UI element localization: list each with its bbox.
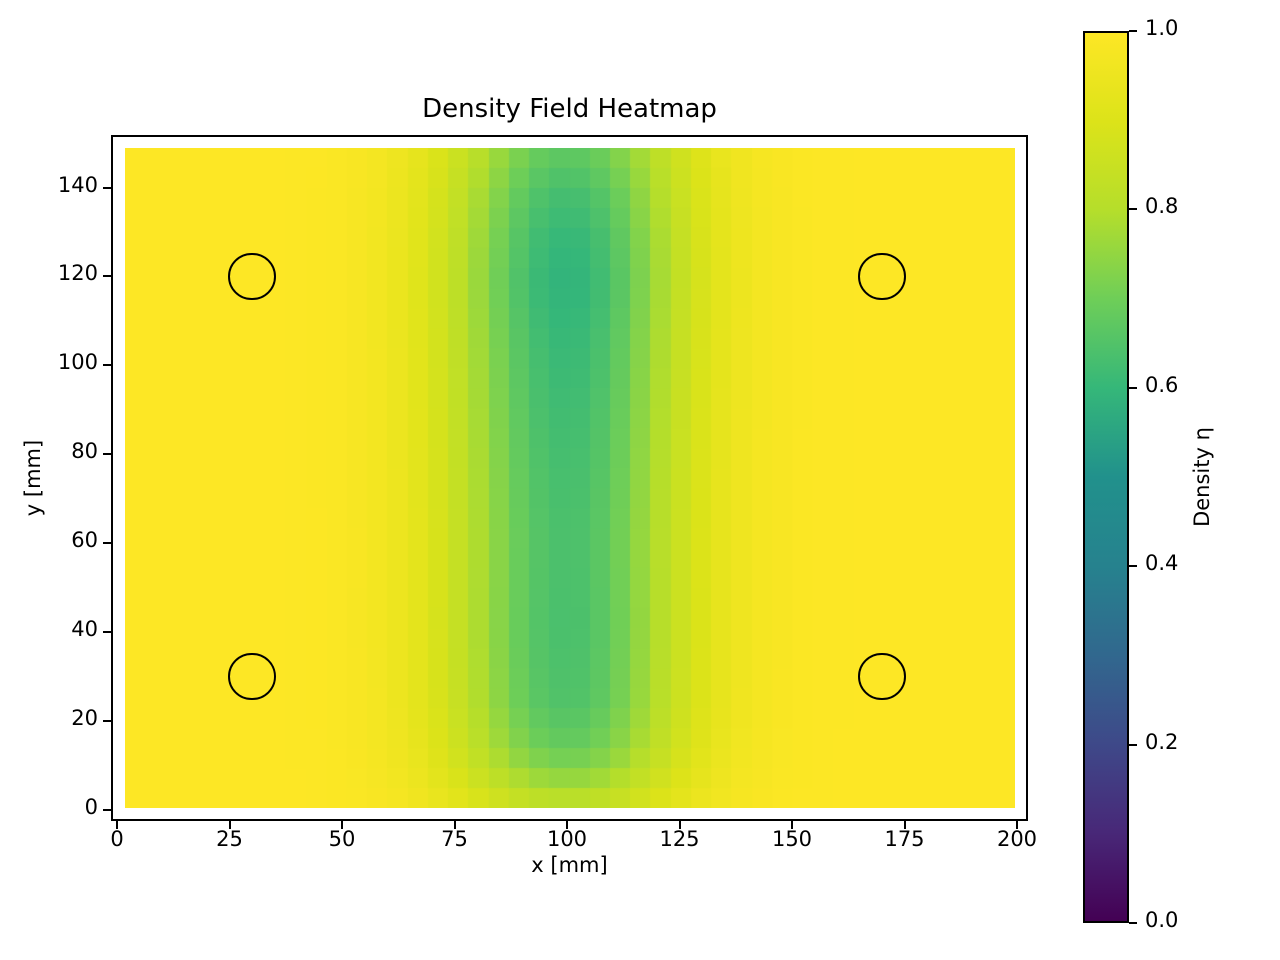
y-tick-mark [103, 453, 111, 456]
colorbar-tick-mark [1129, 208, 1137, 211]
x-tick-label: 125 [659, 827, 700, 851]
x-tick-mark [1016, 821, 1018, 829]
hole-circle [228, 252, 276, 301]
axes-frame [111, 135, 1028, 821]
figure-title: Density Field Heatmap [422, 94, 717, 124]
colorbar-tick-label: 0.2 [1145, 729, 1179, 754]
x-tick-mark [341, 821, 343, 829]
y-tick-mark [103, 720, 111, 723]
y-tick-mark [103, 186, 111, 189]
y-tick-mark [103, 631, 111, 634]
colorbar-label: Density η [1190, 427, 1214, 527]
colorbar [1083, 31, 1129, 923]
y-tick-label: 140 [57, 172, 98, 197]
colorbar-tick-label: 0.0 [1145, 908, 1179, 932]
y-tick-label: 100 [57, 350, 98, 375]
colorbar-tick-mark [1129, 386, 1137, 389]
x-tick-mark [228, 821, 231, 829]
colorbar-tick-label: 0.8 [1145, 194, 1179, 219]
x-tick-label: 200 [996, 827, 1038, 851]
colorbar-tick-mark [1129, 565, 1137, 568]
x-tick-label: 100 [546, 827, 588, 851]
colorbar-tick-label: 0.6 [1145, 372, 1179, 397]
x-tick-mark [566, 821, 568, 829]
y-tick-mark [103, 542, 111, 545]
y-tick-mark [103, 809, 111, 811]
x-tick-label: 175 [884, 827, 925, 851]
colorbar-tick-mark [1129, 743, 1137, 746]
hole-circle [858, 252, 906, 301]
x-tick-label: 50 [328, 827, 356, 851]
x-tick-label: 0 [110, 827, 124, 851]
hole-circle [228, 652, 276, 701]
y-tick-label: 0 [84, 795, 98, 819]
x-tick-mark [903, 821, 906, 829]
x-tick-mark [678, 821, 681, 829]
y-tick-label: 60 [71, 528, 98, 553]
x-tick-label: 75 [441, 827, 468, 851]
y-tick-label: 120 [57, 261, 98, 286]
y-tick-mark [103, 275, 111, 278]
x-tick-label: 25 [216, 827, 243, 851]
x-tick-mark [791, 821, 793, 829]
x-tick-label: 150 [771, 827, 813, 851]
colorbar-tick-mark [1129, 30, 1137, 32]
colorbar-tick-label: 0.4 [1145, 551, 1179, 576]
x-tick-mark [116, 821, 118, 829]
x-tick-mark [453, 821, 456, 829]
y-tick-mark [103, 364, 111, 367]
colorbar-tick-label: 1.0 [1145, 16, 1179, 40]
y-axis-label: y [mm] [21, 439, 45, 517]
y-tick-label: 20 [71, 706, 98, 731]
y-tick-label: 80 [71, 439, 98, 464]
colorbar-gradient [1085, 33, 1127, 921]
x-axis-label: x [mm] [531, 853, 608, 877]
hole-circle [858, 652, 906, 701]
y-tick-label: 40 [71, 617, 98, 642]
colorbar-tick-mark [1129, 922, 1137, 924]
